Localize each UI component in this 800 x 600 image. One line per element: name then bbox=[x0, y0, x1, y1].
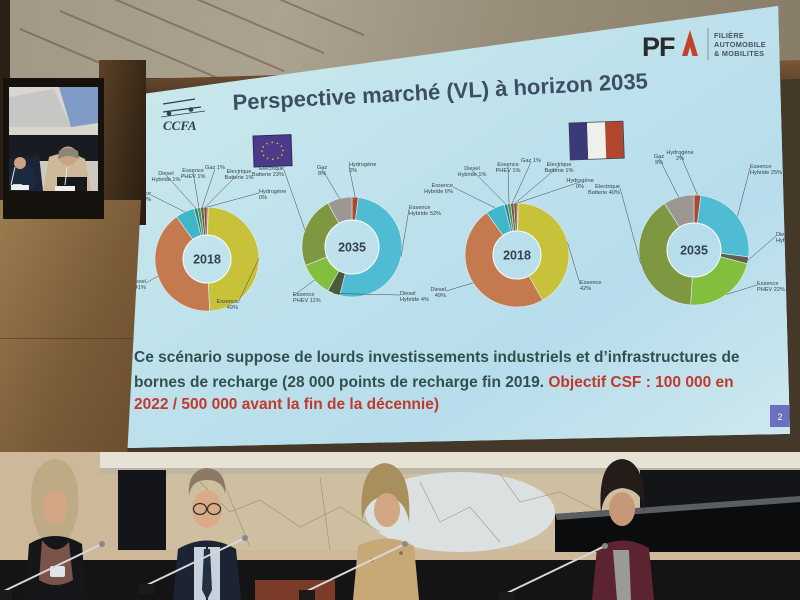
svg-text:& MOBILITES: & MOBILITES bbox=[714, 49, 764, 58]
svg-text:Hybride 25%: Hybride 25% bbox=[750, 170, 782, 176]
svg-text:Hybride 6%: Hybride 6% bbox=[424, 189, 453, 195]
svg-text:2035: 2035 bbox=[680, 244, 708, 258]
svg-text:2018: 2018 bbox=[193, 253, 221, 267]
svg-text:49%: 49% bbox=[435, 293, 446, 299]
svg-text:PHEV 11%: PHEV 11% bbox=[293, 298, 321, 304]
svg-text:0%: 0% bbox=[259, 195, 267, 201]
svg-text:2022 / 500 000 avant la fin de: 2022 / 500 000 avant la fin de la décenn… bbox=[134, 396, 439, 413]
svg-text:Hybride 1%: Hybride 1% bbox=[458, 172, 487, 178]
svg-text:PHEV 22%: PHEV 22% bbox=[757, 287, 785, 293]
svg-text:Ce scénario suppose de lourds: Ce scénario suppose de lourds investisse… bbox=[134, 349, 740, 366]
svg-text:Hybride 52%: Hybride 52% bbox=[409, 211, 441, 217]
svg-text:Gaz 1%: Gaz 1% bbox=[205, 165, 225, 171]
svg-text:9%: 9% bbox=[655, 160, 663, 166]
svg-text:AUTOMOBILE: AUTOMOBILE bbox=[714, 40, 766, 49]
svg-text:2%: 2% bbox=[676, 156, 684, 162]
svg-text:Batterie 1%: Batterie 1% bbox=[225, 175, 254, 181]
svg-text:2035: 2035 bbox=[338, 241, 366, 255]
svg-text:49%: 49% bbox=[227, 305, 238, 311]
svg-text:8%: 8% bbox=[318, 171, 326, 177]
svg-text:Batterie 23%: Batterie 23% bbox=[252, 172, 284, 178]
svg-text:CCFA: CCFA bbox=[163, 118, 197, 133]
svg-text:42%: 42% bbox=[580, 286, 591, 292]
svg-text:PF: PF bbox=[642, 32, 675, 62]
svg-text:0%: 0% bbox=[576, 184, 584, 190]
svg-text:Hybride 1%: Hybride 1% bbox=[152, 177, 181, 183]
svg-text:Batterie 40%: Batterie 40% bbox=[588, 190, 620, 196]
svg-text:41%: 41% bbox=[135, 285, 146, 291]
svg-text:FILIÈRE: FILIÈRE bbox=[714, 31, 744, 40]
svg-text:2018: 2018 bbox=[503, 249, 531, 263]
svg-text:PHEV 1%: PHEV 1% bbox=[181, 174, 206, 180]
svg-text:2: 2 bbox=[777, 412, 782, 422]
svg-text:PHEV 1%: PHEV 1% bbox=[496, 168, 521, 174]
svg-text:Batterie 1%: Batterie 1% bbox=[545, 168, 574, 174]
svg-text:2%: 2% bbox=[349, 168, 357, 174]
svg-text:Hybride 2%: Hybride 2% bbox=[776, 238, 790, 244]
svg-text:Gaz 1%: Gaz 1% bbox=[521, 158, 541, 164]
svg-text:Hybride 4%: Hybride 4% bbox=[400, 297, 429, 303]
svg-text:bornes de recharge (28 000 poi: bornes de recharge (28 000 points de rec… bbox=[134, 374, 734, 391]
